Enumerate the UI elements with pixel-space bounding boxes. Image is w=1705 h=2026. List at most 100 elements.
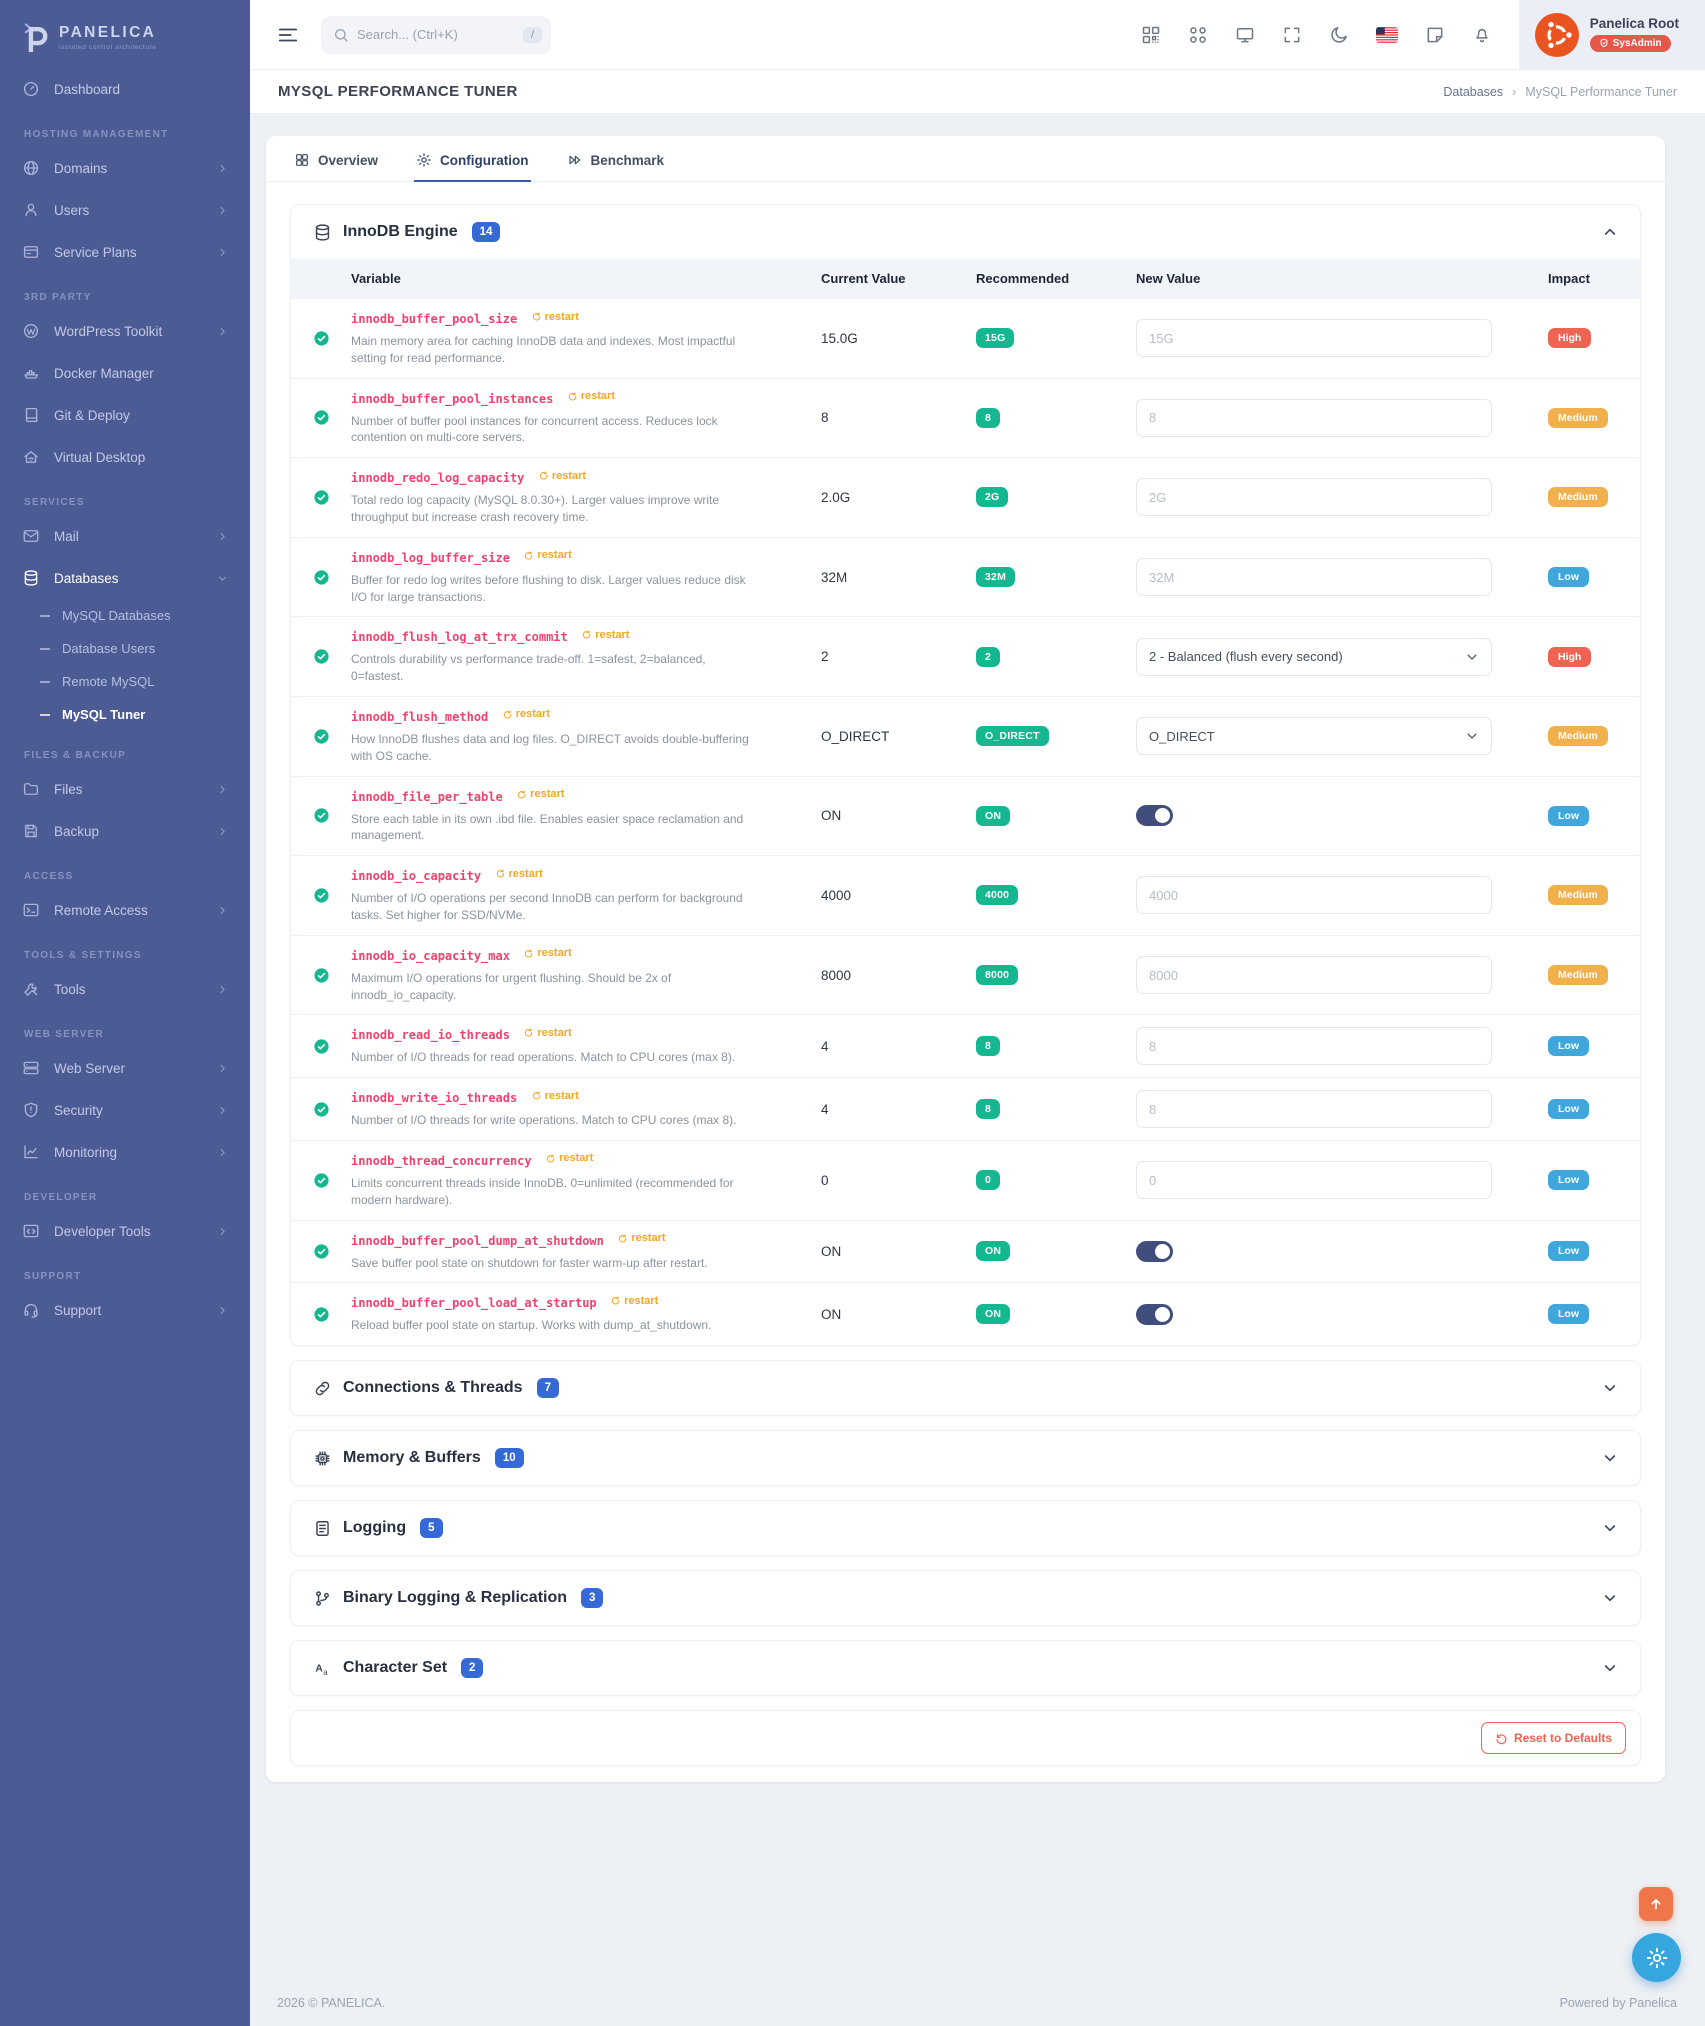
sidebar-item-backup[interactable]: Backup	[0, 810, 250, 852]
restart-tag: restart	[567, 390, 615, 402]
note-icon[interactable]	[1425, 25, 1445, 45]
restart-tag: restart	[516, 788, 564, 800]
new-value-input[interactable]	[1136, 319, 1492, 358]
sidebar-item-docker-manager[interactable]: Docker Manager	[0, 352, 250, 394]
new-value-toggle[interactable]	[1136, 1303, 1173, 1325]
moon-icon[interactable]	[1329, 25, 1349, 45]
current-value: 32M	[821, 569, 848, 585]
tab-overview[interactable]: Overview	[292, 136, 380, 182]
sidebar-item-developer-tools[interactable]: Developer Tools	[0, 1210, 250, 1252]
us-flag-icon[interactable]	[1375, 26, 1398, 43]
new-value-input[interactable]	[1136, 956, 1492, 995]
chevron-right-icon	[217, 1063, 228, 1074]
new-value-input[interactable]	[1136, 1161, 1492, 1200]
section-binary-logging-replication: Binary Logging & Replication 3	[290, 1570, 1641, 1627]
table-row: innodb_thread_concurrency restart Limits…	[291, 1139, 1640, 1220]
bell-icon[interactable]	[1472, 25, 1492, 45]
new-value-toggle[interactable]	[1136, 1240, 1173, 1262]
sidebar-subitem-remote-mysql[interactable]: Remote MySQL	[0, 665, 250, 698]
reset-to-defaults-button[interactable]: Reset to Defaults	[1480, 1722, 1626, 1755]
current-value: O_DIRECT	[821, 728, 890, 744]
sidebar-subitem-mysql-tuner[interactable]: MySQL Tuner	[0, 698, 250, 731]
sidebar-item-web-server[interactable]: Web Server	[0, 1047, 250, 1089]
variable-name: innodb_log_buffer_size	[351, 550, 510, 565]
section-memory-buffers-header[interactable]: Memory & Buffers 10	[291, 1431, 1640, 1485]
section-innodb-header[interactable]: InnoDB Engine 14	[291, 205, 1640, 259]
monitor-icon[interactable]	[1235, 25, 1255, 45]
sidebar-subitem-mysql-databases[interactable]: MySQL Databases	[0, 599, 250, 632]
dashboard-icon	[22, 80, 40, 98]
apps-grid-icon[interactable]	[1188, 25, 1208, 45]
sidebar-item-git-deploy[interactable]: Git & Deploy	[0, 394, 250, 436]
sidebar-item-files[interactable]: Files	[0, 768, 250, 810]
recommended-badge: 4000	[976, 885, 1019, 906]
sidebar-section-label: SUPPORT	[24, 1271, 82, 1282]
new-value-select[interactable]: O_DIRECT	[1136, 717, 1492, 756]
chevron-right-icon	[217, 326, 228, 337]
variable-name: innodb_flush_method	[351, 709, 489, 724]
variable-description: Number of I/O threads for read operation…	[351, 1050, 736, 1065]
sidebar-item-mail[interactable]: Mail	[0, 515, 250, 557]
sidebar-item-label: Git & Deploy	[54, 407, 130, 423]
scroll-to-top-button[interactable]	[1639, 1887, 1673, 1921]
user-menu[interactable]: Panelica Root SysAdmin	[1518, 0, 1705, 70]
sidebar-subitem-database-users[interactable]: Database Users	[0, 632, 250, 665]
globe-icon	[22, 159, 40, 177]
sidebar-item-wordpress-toolkit[interactable]: WordPress Toolkit	[0, 310, 250, 352]
fullscreen-icon[interactable]	[1282, 25, 1302, 45]
recommended-badge: 8000	[976, 965, 1019, 986]
sidebar-item-security[interactable]: Security	[0, 1089, 250, 1131]
sidebar-item-domains[interactable]: Domains	[0, 147, 250, 189]
new-value-input[interactable]	[1136, 1027, 1492, 1066]
sidebar-item-support[interactable]: Support	[0, 1289, 250, 1331]
memory-chip-icon	[313, 1449, 332, 1468]
new-value-input[interactable]	[1136, 398, 1492, 437]
qr-icon[interactable]	[1141, 25, 1161, 45]
sidebar-item-tools[interactable]: Tools	[0, 968, 250, 1010]
chevron-right-icon	[217, 205, 228, 216]
check-circle-icon	[313, 1038, 330, 1055]
sidebar-item-dashboard[interactable]: Dashboard	[0, 68, 250, 110]
restart-tag: restart	[523, 549, 572, 561]
new-value-toggle[interactable]	[1136, 805, 1173, 827]
section-connections-threads-header[interactable]: Connections & Threads 7	[291, 1361, 1640, 1415]
tab-configuration[interactable]: Configuration	[414, 136, 531, 182]
sidebar-item-virtual-desktop[interactable]: Virtual Desktop	[0, 436, 250, 478]
new-value-select[interactable]: 2 - Balanced (flush every second)	[1136, 637, 1492, 676]
new-value-input[interactable]	[1136, 478, 1492, 517]
breadcrumb: Databases › MySQL Performance Tuner	[1443, 85, 1677, 99]
settings-fab-button[interactable]	[1632, 1933, 1681, 1982]
backup-icon	[22, 822, 40, 840]
chevron-down-icon	[1465, 650, 1479, 664]
sidebar-item-remote-access[interactable]: Remote Access	[0, 889, 250, 931]
sidebar-section-label: TOOLS & SETTINGS	[24, 950, 142, 961]
impact-badge: Low	[1548, 1241, 1589, 1262]
new-value-input[interactable]	[1136, 1090, 1492, 1129]
breadcrumb-link-databases[interactable]: Databases	[1443, 84, 1504, 99]
chevron-right-icon	[217, 1147, 228, 1158]
web-server-icon	[22, 1059, 40, 1077]
sidebar-item-service-plans[interactable]: Service Plans	[0, 231, 250, 273]
select-value: O_DIRECT	[1149, 728, 1215, 744]
search-input[interactable]	[357, 27, 515, 42]
new-value-input[interactable]	[1136, 876, 1492, 915]
sidebar-item-label: Developer Tools	[54, 1223, 151, 1239]
new-value-input[interactable]	[1136, 558, 1492, 597]
sidebar-nav: Dashboard HOSTING MANAGEMENT Domains Use…	[0, 68, 250, 1331]
sidebar-item-monitoring[interactable]: Monitoring	[0, 1131, 250, 1173]
variable-name: innodb_read_io_threads	[351, 1028, 510, 1043]
sidebar-item-databases[interactable]: Databases	[0, 557, 250, 599]
section-logging-header[interactable]: Logging 5	[291, 1501, 1640, 1555]
sidebar-section-label: FILES & BACKUP	[24, 750, 127, 761]
recommended-badge: ON	[976, 805, 1011, 826]
tab-benchmark[interactable]: Benchmark	[565, 136, 667, 182]
hamburger-menu-icon[interactable]	[277, 24, 299, 46]
breadcrumb-current: MySQL Performance Tuner	[1525, 84, 1677, 99]
chevron-up-icon[interactable]	[1602, 224, 1618, 240]
current-value: ON	[821, 1306, 842, 1322]
table-row: innodb_redo_log_capacity restart Total r…	[291, 457, 1640, 537]
section-binary-logging-replication-header[interactable]: Binary Logging & Replication 3	[291, 1571, 1640, 1625]
sidebar-item-users[interactable]: Users	[0, 189, 250, 231]
check-circle-icon	[313, 648, 330, 665]
